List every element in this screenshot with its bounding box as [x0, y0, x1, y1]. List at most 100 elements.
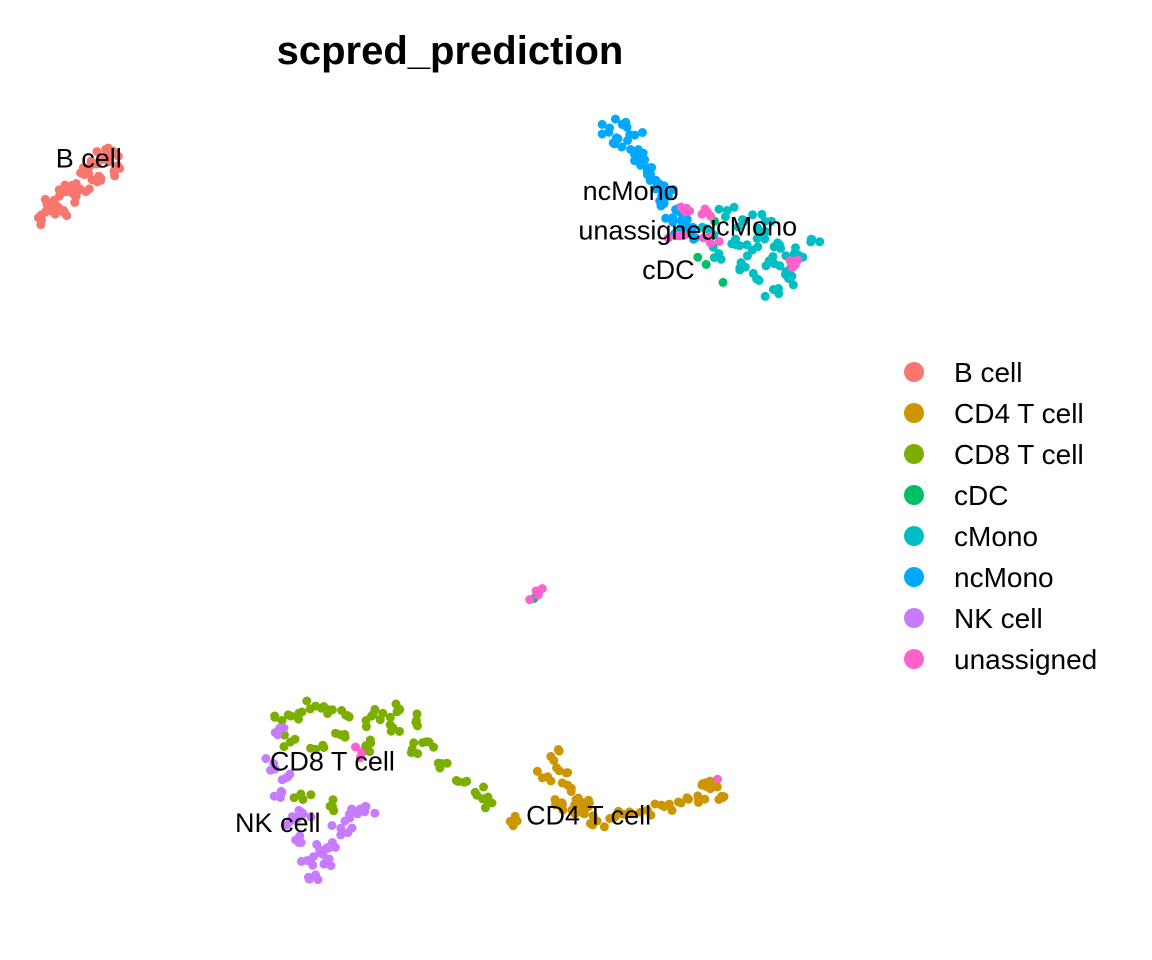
data-point [753, 275, 763, 284]
series-nk-cell [261, 723, 380, 885]
data-point [716, 254, 726, 264]
data-point [326, 861, 336, 871]
data-point [329, 806, 339, 816]
data-point [283, 772, 293, 782]
data-point [510, 811, 520, 821]
cluster-label: cMono [716, 212, 797, 242]
data-point [62, 184, 72, 194]
data-point [740, 262, 750, 272]
data-point [640, 155, 650, 165]
data-point [347, 807, 357, 817]
data-point [412, 709, 422, 719]
data-point [261, 754, 271, 763]
cluster-label: CD4 T cell [526, 801, 651, 831]
data-point [370, 704, 380, 714]
data-point [53, 207, 63, 216]
data-point [552, 763, 562, 773]
data-point [748, 268, 758, 278]
legend-key [904, 444, 924, 464]
data-point [287, 812, 297, 822]
data-point [270, 712, 280, 722]
legend-label: cMono [954, 521, 1038, 552]
data-point [584, 798, 594, 808]
data-point [343, 828, 353, 838]
data-point [319, 702, 329, 711]
legend-label: ncMono [954, 562, 1054, 593]
data-point [279, 730, 289, 740]
data-point [610, 114, 620, 124]
data-point [337, 706, 347, 715]
data-point [637, 128, 647, 137]
data-point [355, 753, 365, 763]
data-point [761, 227, 771, 237]
data-point [277, 716, 287, 725]
data-point [621, 117, 631, 127]
data-point [297, 856, 306, 866]
data-point [270, 764, 280, 774]
legend: B cell CD4 T cell CD8 T cell cDC cMono ncMono… [904, 357, 1097, 675]
data-point [617, 142, 627, 152]
data-point [775, 261, 785, 271]
data-point [294, 714, 303, 724]
data-point [276, 786, 286, 796]
data-point [385, 720, 395, 730]
data-point [365, 747, 375, 757]
data-point [633, 145, 643, 155]
legend-label: cDC [954, 480, 1008, 511]
data-point [704, 232, 714, 242]
data-point [92, 147, 102, 156]
data-point [451, 776, 461, 785]
legend-item: NK cell [904, 603, 1043, 634]
data-point [558, 805, 568, 815]
data-point [308, 860, 318, 870]
data-point [656, 800, 666, 810]
legend-item: cMono [904, 521, 1038, 552]
data-point [429, 742, 439, 752]
cluster-label: NK cell [235, 808, 321, 838]
data-point [370, 808, 380, 818]
data-point [714, 237, 724, 246]
data-point [297, 707, 307, 717]
data-point [37, 215, 47, 225]
data-point [700, 780, 709, 790]
data-point [60, 208, 70, 218]
data-point [663, 189, 673, 199]
data-point [84, 169, 94, 179]
data-point [54, 185, 64, 195]
legend-label: B cell [954, 357, 1022, 388]
data-point [611, 811, 621, 821]
legend-label: NK cell [954, 603, 1043, 634]
data-point [315, 848, 325, 858]
data-point [673, 797, 683, 807]
data-point [563, 768, 573, 778]
data-point [480, 803, 490, 813]
data-point [385, 712, 395, 722]
data-point [731, 240, 741, 250]
data-point [269, 791, 279, 801]
data-point [679, 230, 689, 240]
series-ncmono [597, 114, 701, 244]
data-point [701, 259, 711, 269]
data-point [663, 233, 673, 243]
data-point [279, 742, 289, 752]
data-point [651, 175, 661, 185]
data-point [753, 223, 763, 233]
data-point [336, 823, 346, 833]
data-point [459, 777, 469, 787]
data-point [306, 812, 316, 822]
data-point [435, 763, 445, 773]
data-point [733, 222, 743, 232]
data-point [661, 213, 671, 223]
data-point [791, 243, 800, 253]
data-point [312, 839, 322, 849]
data-point [306, 790, 316, 800]
data-point [331, 728, 340, 738]
data-point [757, 209, 767, 219]
cluster-label: CD8 T cell [270, 747, 395, 777]
data-point [291, 835, 301, 845]
data-point [306, 743, 316, 753]
data-point [282, 820, 292, 830]
data-point [551, 800, 560, 810]
data-point [84, 184, 94, 194]
